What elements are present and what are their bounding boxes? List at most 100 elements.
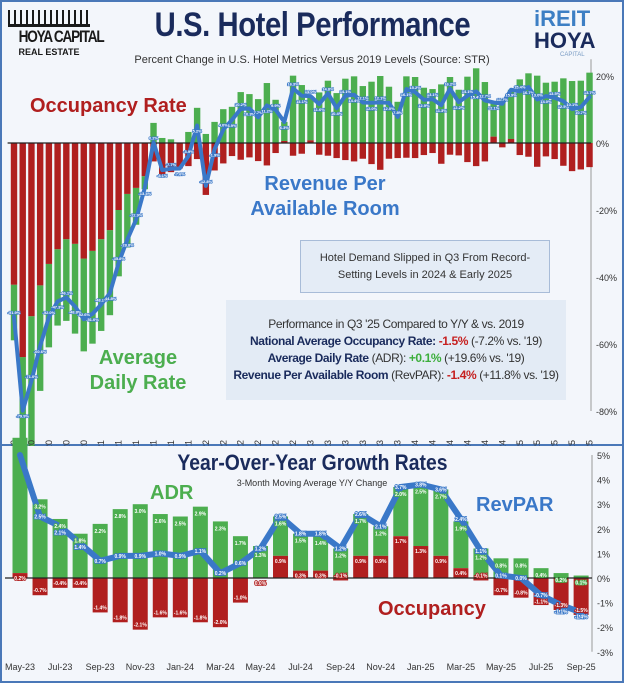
x-tick-label: Mar-21 (114, 440, 124, 446)
occupancy-data-label: -1.6% (154, 610, 168, 616)
x-tick-label: Mar-25 (447, 662, 476, 672)
adr-data-label: 1.4% (315, 541, 327, 547)
x-tick-label: May-24 (245, 662, 275, 672)
adr-bar (403, 76, 410, 143)
q3-performance-box: Performance in Q3 '25 Compared to Y/Y & … (226, 300, 566, 400)
x-tick-label: Jan-25 (515, 440, 525, 446)
occupancy-bar (394, 143, 401, 159)
revpar-data-label: 14.0% (305, 89, 317, 94)
occupancy-bar (10, 143, 18, 285)
occupancy-bar (534, 143, 541, 167)
revpar-data-label: 14.4% (348, 98, 360, 103)
occupancy-bar (377, 143, 384, 170)
revpar-line (17, 452, 585, 616)
adr-bar (573, 575, 589, 578)
adr-bar (246, 94, 253, 143)
occupancy-bar (193, 143, 201, 160)
adr-bar (272, 99, 279, 143)
revpar-data-label: 1.2% (255, 546, 267, 552)
occupancy-bar (132, 578, 148, 630)
x-tick-label: Sep-24 (326, 662, 355, 672)
occupancy-data-label: -1.5% (575, 608, 589, 614)
occupancy-bar (289, 143, 297, 156)
revpar-data-label: 10.1% (566, 102, 578, 107)
revpar-data-label: 6.9% (227, 123, 237, 128)
y-tick-label: -2% (597, 623, 613, 633)
revpar-data-label: 3.8% (415, 483, 427, 489)
occupancy-bar (586, 143, 593, 168)
adr-bar (150, 122, 157, 143)
adr-bar (63, 239, 70, 321)
adr-bar (490, 102, 497, 137)
x-tick-label: Jan-25 (407, 662, 435, 672)
adr-bar (359, 86, 366, 143)
revpar-data-label: 0.2% (215, 571, 227, 577)
adr-bar (453, 521, 469, 569)
adr-bar (385, 86, 393, 143)
hoya-capital-logo: HOYA CAPITAL REAL ESTATE (8, 10, 105, 57)
x-tick-label: Mar-22 (218, 440, 228, 446)
adr-bar (281, 121, 288, 141)
occupancy-data-label: 0.2% (14, 576, 26, 582)
rev-label-text: Revenue Per Available Room (233, 368, 389, 382)
occupancy-bar (202, 143, 210, 195)
x-tick-label: May-24 (445, 440, 455, 446)
occupancy-bar (350, 143, 358, 162)
adr-data-label: 1.2% (335, 553, 347, 559)
revpar-data-label: 16.2% (444, 82, 456, 87)
revpar-data-label: 15.4% (470, 94, 482, 99)
adr-bar (185, 131, 192, 143)
occupancy-bar (464, 143, 471, 163)
adr-bar (36, 285, 44, 391)
occupancy-bar (342, 143, 349, 161)
revpar-data-label: -52.6% (77, 312, 90, 317)
adr-bar (307, 96, 314, 141)
occupancy-bar (438, 143, 445, 164)
adr-bar (313, 536, 329, 571)
revpar-data-label: 7.7% (254, 110, 264, 115)
adr-data-label: 2.7% (435, 494, 447, 500)
y-tick-label: -80% (596, 407, 617, 417)
occupancy-bar (92, 578, 108, 613)
x-tick-label: Nov-23 (393, 440, 403, 446)
x-tick-label: Jul-25 (529, 662, 554, 672)
occupancy-data-label: -0.4% (74, 581, 88, 587)
occupancy-bar (167, 143, 175, 173)
adr-data-label: 1.7% (355, 519, 367, 525)
occupancy-data-label: -1.6% (174, 610, 188, 616)
occupancy-data-label: 0.9% (435, 559, 447, 565)
adr-bar (54, 249, 61, 326)
x-tick-label: May-23 (5, 662, 35, 672)
page-title-wrap: U.S. Hotel Performance (0, 6, 624, 45)
occupancy-data-label: -2.0% (214, 620, 228, 626)
adr-data-label: 0.2% (555, 578, 567, 584)
occupancy-bar (98, 143, 105, 240)
adr-bar (115, 210, 122, 277)
revpar-data-label: 3.7% (395, 485, 407, 491)
occupancy-data-label: 0.9% (275, 559, 287, 565)
adr-bar (333, 93, 340, 143)
x-tick-label: Mar-24 (206, 662, 235, 672)
y-tick-label: 20% (596, 72, 614, 82)
revpar-data-label: 16.3% (287, 81, 299, 86)
occupancy-bar (12, 573, 28, 578)
revpar-data-label: 2.5% (34, 515, 46, 521)
adr-bar (350, 76, 358, 143)
revpar-data-label: 4.0% (219, 123, 229, 128)
revpar-data-label: 12.7% (479, 93, 491, 98)
occupancy-bar (481, 143, 489, 162)
revpar-data-label: -22.9% (130, 213, 143, 218)
revpar-data-label: 9.9% (271, 103, 281, 108)
adr-bar (560, 78, 567, 143)
adr-data-label: 2.8% (114, 514, 126, 520)
occupancy-bar (232, 578, 248, 603)
rev-vs-2019: (+11.8% vs. '19) (479, 368, 559, 382)
y-tick-label: -60% (596, 340, 617, 350)
revpar-data-label: -48.2% (95, 297, 108, 302)
occupancy-bar (413, 546, 429, 578)
adr-bar (455, 89, 462, 143)
y-tick-label: 1% (597, 549, 610, 559)
adr-bar (394, 101, 401, 143)
revpar-data-label: -1.4% (575, 614, 589, 620)
adr-bar (212, 521, 228, 578)
